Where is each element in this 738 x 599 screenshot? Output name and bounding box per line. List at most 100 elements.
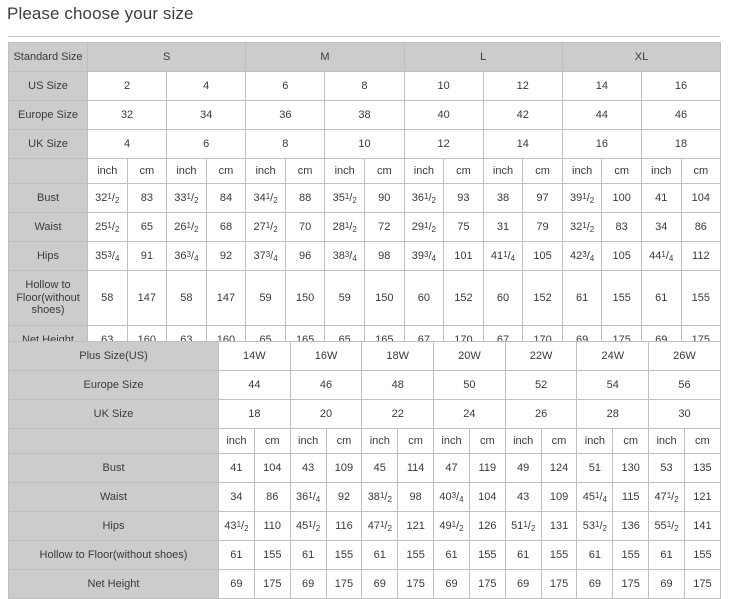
row-header-net-height: Net Height	[8, 569, 219, 599]
row-header-bust: Bust	[8, 453, 219, 483]
unit-label-4: inch	[245, 158, 286, 184]
row-header-waist: Waist	[8, 482, 219, 512]
bust-value-5: 88	[284, 183, 326, 213]
unit-label-0: inch	[218, 428, 255, 454]
bust-value-8: 361/2	[403, 183, 445, 213]
unit-label-8: inch	[504, 428, 542, 454]
hollow-to-floor-without-shoes-value-2: 61	[289, 540, 327, 570]
unit-label-7: cm	[468, 428, 506, 454]
hollow-to-floor-without-shoes-value-8: 60	[403, 270, 445, 326]
hollow-to-floor-without-shoes-value-13: 155	[683, 540, 721, 570]
row-hips: Hips 431/2 110 451/2 116 471/2 121 491/2 126 511/…	[8, 511, 721, 541]
net-height-value-10: 69	[576, 569, 614, 599]
row-header-plus-size: Plus Size(US)	[8, 341, 219, 371]
uk-size-cell-2: 8	[245, 129, 326, 159]
hollow-to-floor-without-shoes-value-11: 155	[612, 540, 650, 570]
hips-value-0: 431/2	[218, 511, 255, 541]
hips-value-6: 491/2	[433, 511, 470, 541]
waist-value-5: 98	[397, 482, 435, 512]
waist-value-0: 251/2	[87, 212, 128, 242]
hollow-to-floor-without-shoes-value-7: 150	[363, 270, 405, 326]
hollow-to-floor-without-shoes-value-10: 61	[576, 540, 614, 570]
bust-value-6: 351/2	[324, 183, 365, 213]
waist-value-7: 72	[363, 212, 405, 242]
plus-size-cell-6: 26W	[648, 341, 721, 371]
bust-value-9: 124	[540, 453, 578, 483]
bust-value-10: 38	[482, 183, 524, 213]
bust-value-8: 49	[504, 453, 542, 483]
hollow-to-floor-without-shoes-value-0: 58	[87, 270, 128, 326]
unit-label-3: cm	[205, 158, 247, 184]
waist-value-8: 43	[504, 482, 542, 512]
row-header-uk-size: UK Size	[8, 129, 88, 159]
us-size-cell-7: 16	[640, 71, 722, 101]
net-height-value-5: 175	[397, 569, 435, 599]
uk-size-cell-6: 30	[648, 399, 721, 429]
hips-value-13: 105	[601, 241, 642, 271]
europe-size-cell-1: 34	[166, 100, 247, 130]
bust-value-3: 109	[325, 453, 363, 483]
unit-label-15: cm	[680, 158, 722, 184]
net-height-value-12: 69	[648, 569, 685, 599]
hollow-to-floor-without-shoes-value-6: 59	[324, 270, 365, 326]
waist-value-3: 68	[205, 212, 247, 242]
us-size-cell-1: 4	[166, 71, 247, 101]
waist-value-13: 83	[601, 212, 642, 242]
bust-value-14: 41	[640, 183, 682, 213]
europe-size-cell-1: 46	[289, 370, 363, 400]
hollow-to-floor-without-shoes-value-13: 155	[601, 270, 642, 326]
us-size-cell-3: 8	[324, 71, 405, 101]
hollow-to-floor-without-shoes-value-9: 155	[540, 540, 578, 570]
europe-size-cell-2: 36	[245, 100, 326, 130]
net-height-value-13: 175	[683, 569, 721, 599]
net-height-value-11: 175	[612, 569, 650, 599]
hips-value-11: 105	[522, 241, 563, 271]
row-bust: Bust 321/2 83 331/2 84 341/2 88 351/2 90 361/2 93 3…	[8, 183, 722, 213]
hollow-to-floor-without-shoes-value-15: 155	[680, 270, 722, 326]
unit-label-3: cm	[325, 428, 363, 454]
europe-size-cell-4: 52	[504, 370, 578, 400]
bust-value-12: 53	[648, 453, 685, 483]
page-title: Please choose your size	[7, 4, 194, 23]
row-header-europe-size: Europe Size	[8, 100, 88, 130]
bust-value-0: 41	[218, 453, 255, 483]
waist-value-6: 281/2	[324, 212, 365, 242]
net-height-value-0: 69	[218, 569, 255, 599]
uk-size-cell-0: 4	[86, 129, 168, 159]
hollow-to-floor-without-shoes-value-11: 152	[522, 270, 563, 326]
unit-label-6: inch	[324, 158, 365, 184]
row-europe-size: Europe Size 44 46 48 50 52 54 56	[8, 370, 721, 400]
waist-value-9: 75	[443, 212, 484, 242]
hollow-to-floor-without-shoes-value-4: 59	[245, 270, 286, 326]
hips-value-12: 551/2	[648, 511, 685, 541]
bust-value-7: 119	[468, 453, 506, 483]
row-header-hollow-to-floor-without-shoes: Hollow to Floor(without shoes)	[8, 270, 88, 326]
waist-value-10: 31	[482, 212, 524, 242]
hollow-to-floor-without-shoes-value-3: 155	[325, 540, 363, 570]
hips-value-9: 131	[540, 511, 578, 541]
row-header-units	[8, 428, 219, 454]
uk-size-cell-3: 10	[324, 129, 405, 159]
us-size-cell-4: 10	[403, 71, 484, 101]
hollow-to-floor-without-shoes-value-6: 61	[433, 540, 470, 570]
bust-value-12: 391/2	[561, 183, 603, 213]
net-height-value-9: 175	[540, 569, 578, 599]
us-size-cell-2: 6	[245, 71, 326, 101]
waist-value-9: 109	[540, 482, 578, 512]
hips-value-13: 141	[683, 511, 721, 541]
row-header-us-size: US Size	[8, 71, 88, 101]
row-header-bust: Bust	[8, 183, 88, 213]
size-group-s: S	[86, 42, 247, 72]
hollow-to-floor-without-shoes-value-12: 61	[561, 270, 603, 326]
hollow-to-floor-without-shoes-value-4: 61	[361, 540, 399, 570]
hollow-to-floor-without-shoes-value-5: 150	[284, 270, 326, 326]
row-hollow-to-floor-without-shoes: Hollow to Floor(without shoes) 58 147 58 147…	[8, 270, 722, 326]
hips-value-4: 471/2	[361, 511, 399, 541]
row-header-europe-size: Europe Size	[8, 370, 219, 400]
hollow-to-floor-without-shoes-value-9: 152	[443, 270, 484, 326]
size-group-xl: XL	[561, 42, 722, 72]
uk-size-cell-0: 18	[218, 399, 291, 429]
plus-size-cell-1: 16W	[289, 341, 363, 371]
unit-label-4: inch	[361, 428, 399, 454]
europe-size-cell-3: 50	[433, 370, 506, 400]
